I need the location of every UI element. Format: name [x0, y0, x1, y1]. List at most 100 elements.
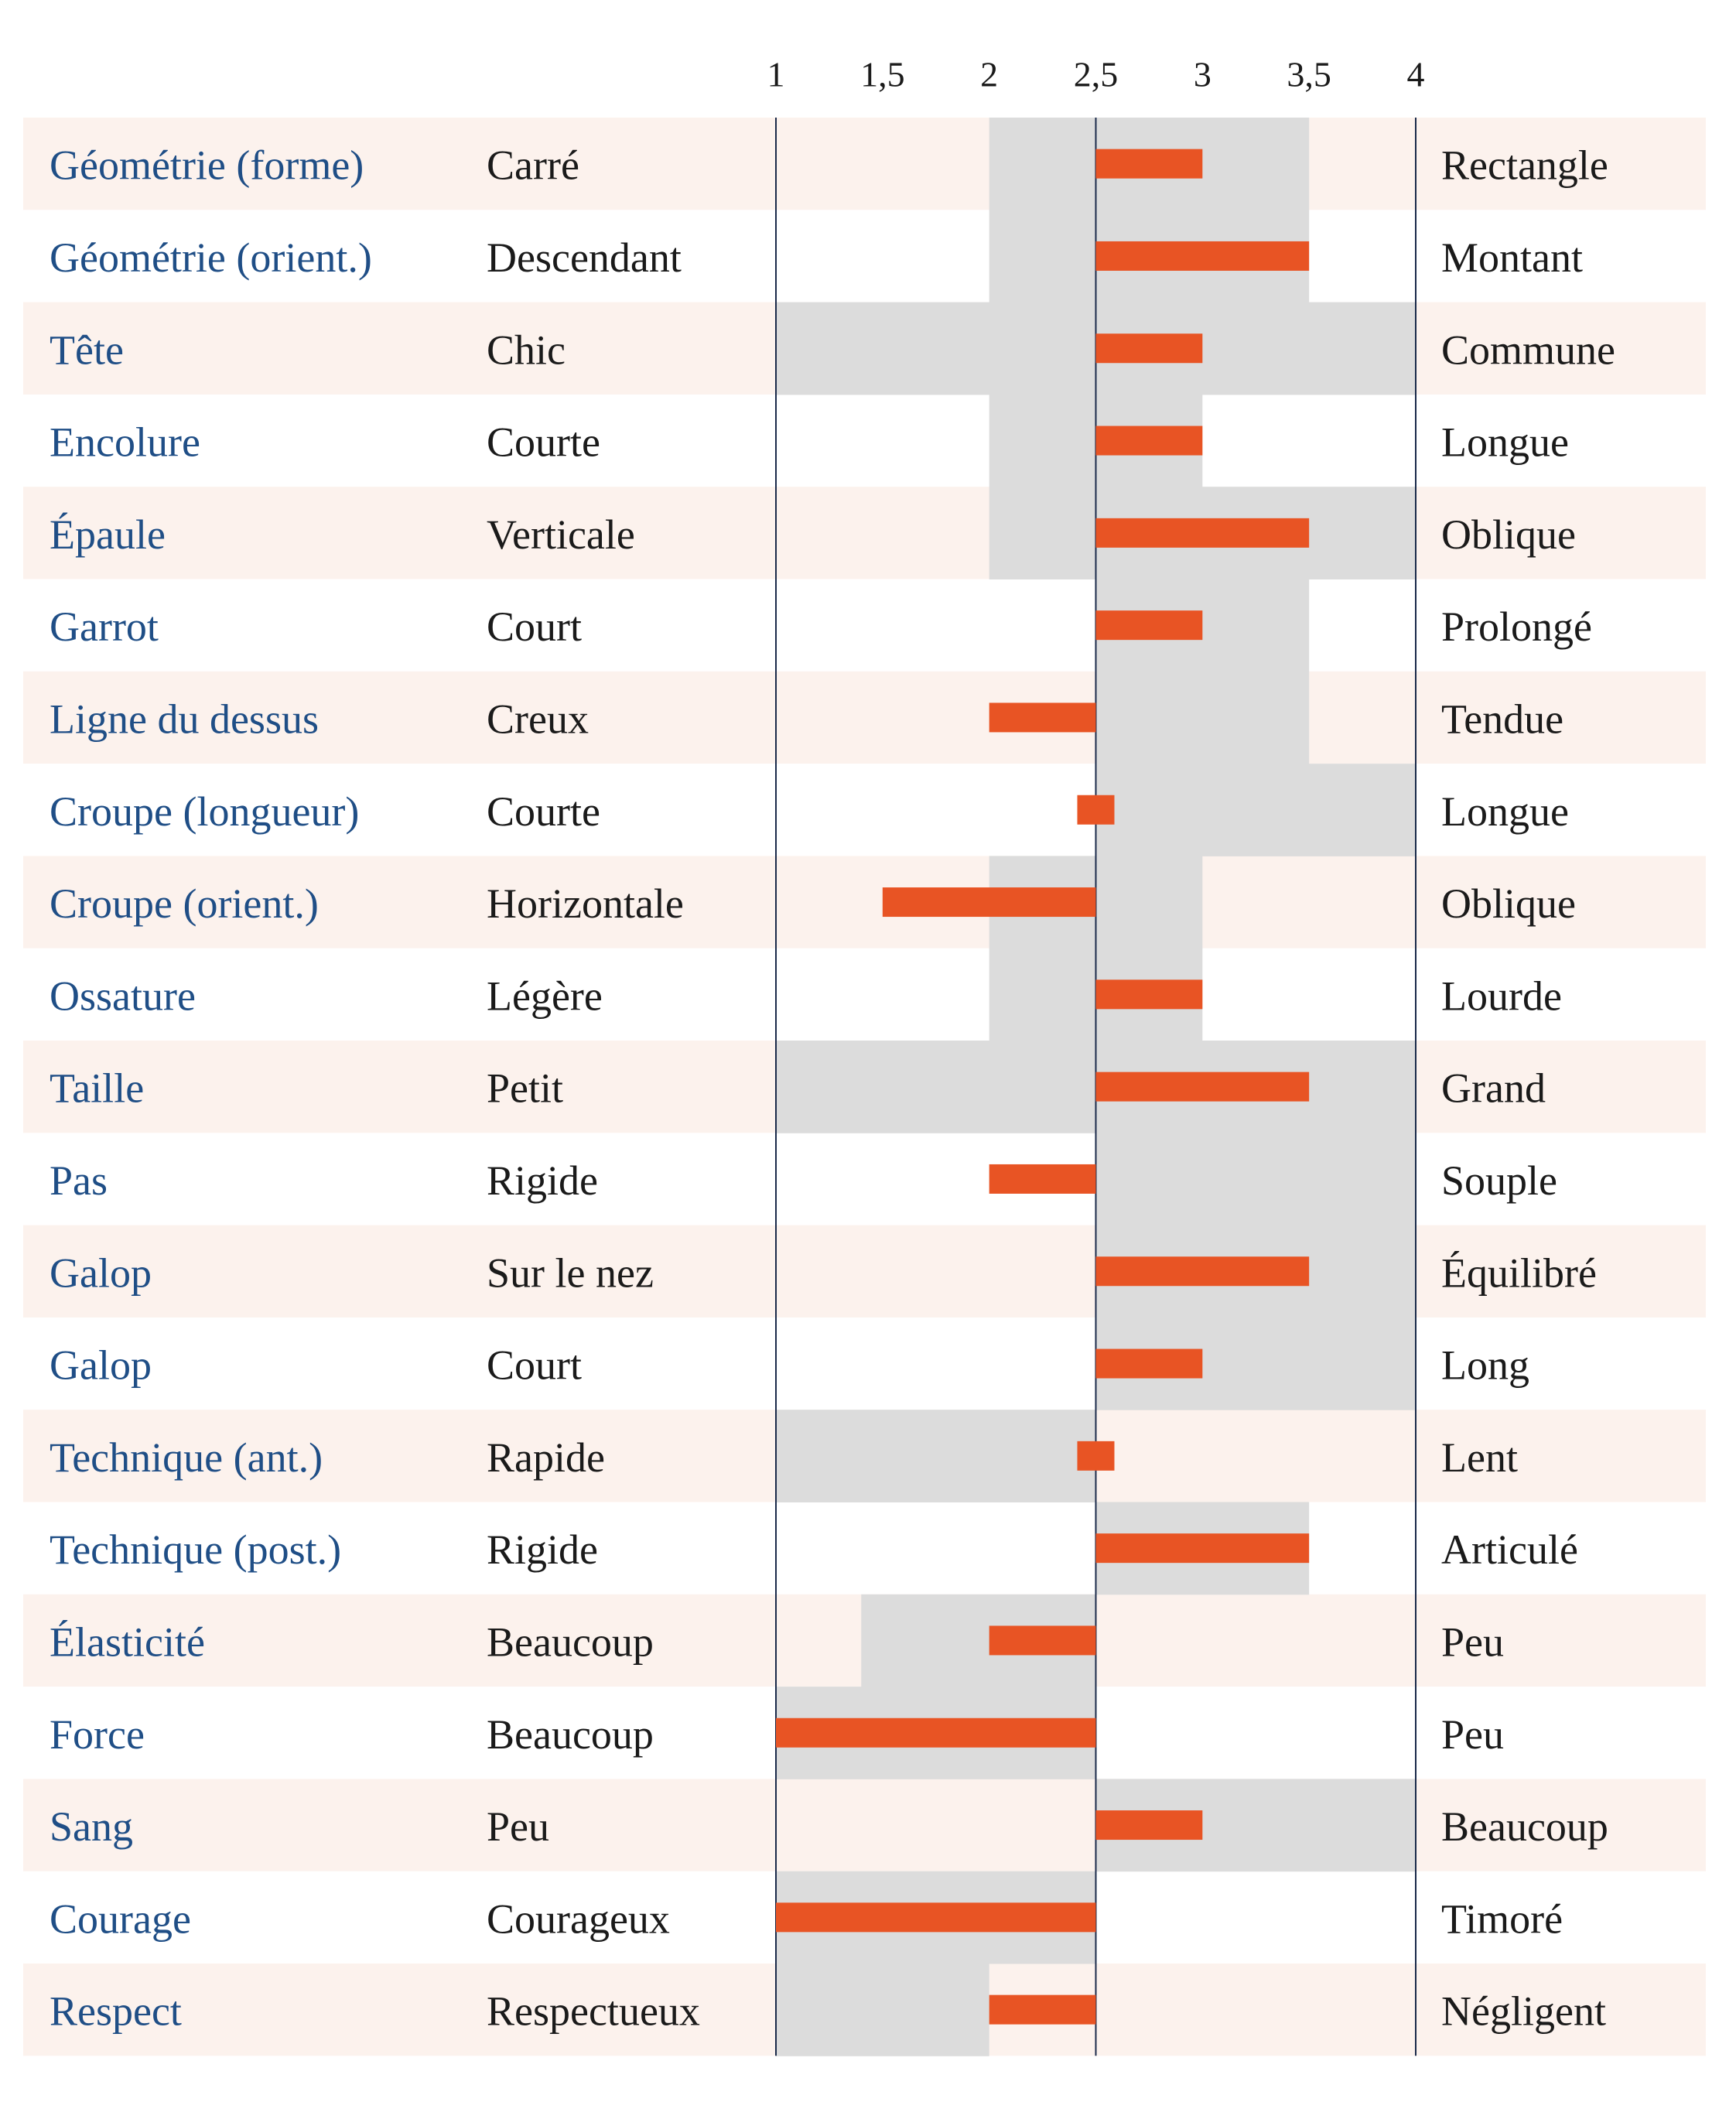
range-band [1095, 671, 1310, 764]
right-pole-label: Prolongé [1441, 603, 1592, 650]
trait-label: Tête [50, 326, 124, 373]
left-pole-label: Chic [487, 326, 566, 373]
tick-label: 3,5 [1287, 55, 1331, 94]
right-pole-label: Rectangle [1441, 142, 1608, 189]
tick-label: 4 [1407, 55, 1425, 94]
left-pole-label: Rigide [487, 1157, 598, 1204]
tick-label: 2,5 [1074, 55, 1119, 94]
left-pole-label: Verticale [487, 511, 635, 558]
row-stripe [23, 1225, 1706, 1318]
value-bar [989, 702, 1096, 733]
tick-label: 1 [767, 55, 785, 94]
right-pole-label: Commune [1441, 326, 1615, 373]
right-pole-label: Équilibré [1441, 1249, 1597, 1296]
value-bar [989, 1164, 1096, 1194]
value-bar [1095, 518, 1310, 548]
right-pole-label: Souple [1441, 1157, 1557, 1204]
value-bar [1095, 610, 1203, 641]
value-bar [776, 1902, 1096, 1933]
row-stripe [23, 1779, 1706, 1871]
trait-label: Géométrie (forme) [50, 142, 364, 189]
value-bar [1095, 149, 1203, 179]
tick-label: 3 [1194, 55, 1211, 94]
value-bar [1095, 1256, 1310, 1287]
value-bar [1095, 1810, 1203, 1841]
trait-label: Élasticité [50, 1618, 205, 1665]
left-pole-label: Beaucoup [487, 1618, 654, 1665]
left-pole-label: Rapide [487, 1434, 605, 1481]
left-pole-label: Courte [487, 788, 600, 835]
left-pole-label: Creux [487, 696, 589, 742]
right-pole-label: Grand [1441, 1065, 1546, 1112]
value-bar [1095, 426, 1203, 456]
range-band [1095, 1133, 1416, 1226]
right-pole-label: Long [1441, 1342, 1529, 1389]
range-band [776, 1410, 1096, 1502]
value-bar [1095, 1348, 1203, 1379]
value-bar [1095, 1072, 1310, 1102]
value-bar [1095, 241, 1310, 271]
right-pole-label: Tendue [1441, 696, 1563, 742]
right-pole-label: Timoré [1441, 1895, 1563, 1942]
right-pole-label: Longue [1441, 419, 1569, 466]
trait-label: Ossature [50, 972, 196, 1019]
row-stripe [23, 487, 1706, 579]
right-pole-label: Négligent [1441, 1988, 1606, 2035]
value-bar [1077, 795, 1115, 825]
trait-label: Sang [50, 1803, 133, 1850]
left-pole-label: Descendant [487, 234, 682, 281]
trait-label: Courage [50, 1895, 191, 1942]
tick-label: 1,5 [860, 55, 905, 94]
right-pole-label: Longue [1441, 788, 1569, 835]
right-pole-label: Oblique [1441, 880, 1576, 927]
trait-label: Technique (post.) [50, 1526, 341, 1573]
trait-label: Respect [50, 1988, 182, 2035]
value-bar [1095, 333, 1203, 364]
left-pole-label: Carré [487, 142, 579, 189]
value-bar [1077, 1441, 1115, 1471]
value-bar [1095, 979, 1203, 1010]
trait-label: Géométrie (orient.) [50, 234, 372, 281]
row-stripe [23, 856, 1706, 948]
trait-label: Épaule [50, 511, 166, 558]
left-pole-label: Horizontale [487, 880, 684, 927]
left-pole-label: Respectueux [487, 1988, 700, 2035]
right-pole-label: Oblique [1441, 511, 1576, 558]
trait-label: Force [50, 1711, 145, 1758]
tick-label: 2 [980, 55, 998, 94]
trait-label: Pas [50, 1157, 108, 1204]
range-band [1095, 764, 1416, 856]
value-bar [989, 1994, 1096, 2025]
left-pole-label: Peu [487, 1803, 549, 1850]
value-bar [882, 887, 1096, 918]
right-pole-label: Beaucoup [1441, 1803, 1608, 1850]
right-pole-label: Peu [1441, 1618, 1504, 1665]
right-pole-label: Lent [1441, 1434, 1518, 1481]
left-pole-label: Beaucoup [487, 1711, 654, 1758]
right-pole-label: Lourde [1441, 972, 1562, 1019]
left-pole-label: Sur le nez [487, 1249, 654, 1296]
trait-label: Technique (ant.) [50, 1434, 323, 1481]
left-pole-label: Légère [487, 972, 603, 1019]
value-bar [989, 1625, 1096, 1656]
left-pole-label: Courageux [487, 1895, 670, 1942]
value-bar [1095, 1533, 1310, 1564]
trait-label: Encolure [50, 419, 200, 466]
trait-label: Garrot [50, 603, 159, 650]
right-pole-label: Articulé [1441, 1526, 1578, 1573]
value-bar [776, 1717, 1096, 1748]
left-pole-label: Court [487, 1342, 582, 1389]
range-band [776, 1964, 989, 2056]
row-stripe [23, 671, 1706, 764]
trait-label: Galop [50, 1249, 152, 1296]
right-pole-label: Peu [1441, 1711, 1504, 1758]
left-pole-label: Court [487, 603, 582, 650]
left-pole-label: Courte [487, 419, 600, 466]
left-pole-label: Petit [487, 1065, 563, 1112]
left-pole-label: Rigide [487, 1526, 598, 1573]
trait-label: Ligne du dessus [50, 696, 319, 742]
trait-label: Croupe (orient.) [50, 880, 319, 927]
trait-label: Taille [50, 1065, 144, 1112]
